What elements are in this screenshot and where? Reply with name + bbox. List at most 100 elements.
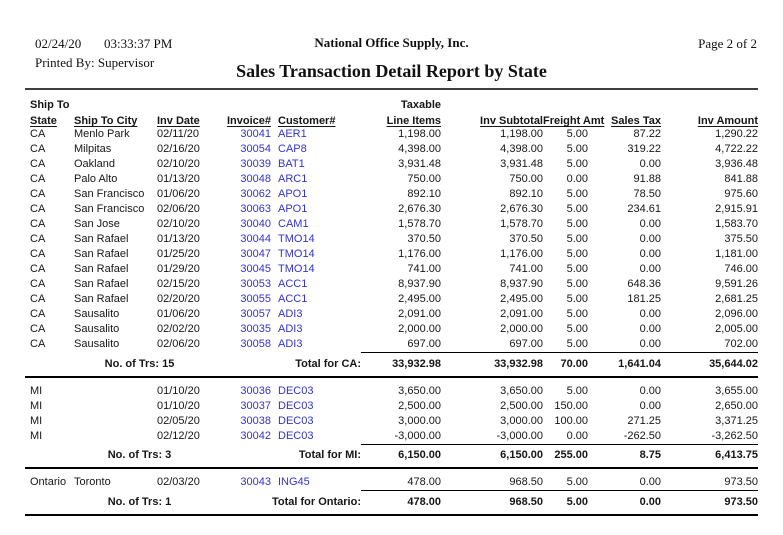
col-header-freight-amt: Freight Amt [543,115,605,127]
customer-link[interactable]: BAT1 [278,158,305,170]
invoice-link[interactable]: 30039 [240,158,271,170]
table-row: CA Sausalito 02/06/20 30058 ADI3 697.00 697.00… [25,337,758,353]
summary-spacer-cell [25,490,72,516]
customer-link[interactable]: ING45 [278,476,310,489]
section-total-row: No. of Trs: 1 Total for Ontario: 478.00 968… [25,490,758,516]
customer-cell: ACC1 [271,277,361,292]
invoice-link[interactable]: 30036 [240,384,271,397]
customer-link[interactable]: CAP8 [278,143,307,155]
state-cell: MI [30,399,43,412]
invoice-cell: 30043 [207,475,271,491]
invoice-link[interactable]: 30044 [240,233,271,245]
invoice-link[interactable]: 30041 [240,128,271,140]
state-cell: MI [30,429,43,442]
invoice-link[interactable]: 30058 [240,338,271,351]
line-items-cell: -3,000.00 [394,429,441,442]
report-title: Sales Transaction Detail Report by State [236,61,547,81]
taxable-group-label: Taxable [400,99,441,111]
inv-date-cell: 02/03/20 [157,476,200,489]
invoice-link[interactable]: 30042 [240,429,271,442]
invoice-link[interactable]: 30043 [240,476,271,489]
inv-amount-cell: 973.50 [724,476,758,488]
invoice-link[interactable]: 30047 [240,248,271,260]
total-sales-tax-cell: 0.00 [588,490,661,516]
inv-amount-cell: 1,181.00 [715,248,758,260]
inv-amount-cell: 3,371.25 [715,414,758,427]
invoice-link[interactable]: 30053 [240,278,271,290]
invoice-cell: 30041 [207,127,271,142]
col-header-sales-tax: Sales Tax [611,115,661,127]
num-of-trs-label: No. of Trs: 3 [72,444,207,469]
line-items-cell: 4,398.00 [398,143,441,155]
invoice-link[interactable]: 30038 [240,414,271,427]
ship-to-city-cell: San Francisco [74,203,145,215]
report-table: Ship To Taxable State Ship To City Inv D… [25,98,758,516]
ship-to-city-cell: San Rafael [74,233,129,245]
customer-link[interactable]: ARC1 [278,173,308,185]
invoice-link[interactable]: 30048 [240,173,271,185]
customer-link[interactable]: TMO14 [278,248,315,260]
table-row: CA Milpitas 02/16/20 30054 CAP8 4,398.00 4,398… [25,142,758,157]
freight-amt-cell: 5.00 [566,203,588,215]
inv-amount-cell: 702.00 [724,338,758,350]
customer-cell: APO1 [271,187,361,202]
invoice-cell: 30042 [207,429,271,445]
invoice-link[interactable]: 30035 [240,323,271,335]
ship-to-city-cell [72,399,150,414]
section-total-row: No. of Trs: 15 Total for CA: 33,932.98 33,9… [25,352,758,378]
ship-to-city-cell: Sausalito [74,323,120,335]
sales-tax-cell: 0.00 [639,218,661,230]
inv-date-cell: 01/10/20 [157,399,200,412]
state-cell: CA [30,128,46,140]
inv-subtotal-cell: 2,091.00 [500,308,543,320]
invoice-link[interactable]: 30054 [240,143,271,155]
customer-link[interactable]: ADI3 [278,323,303,335]
customer-link[interactable]: CAM1 [278,218,309,230]
invoice-link[interactable]: 30040 [240,218,271,230]
freight-amt-cell: 5.00 [566,263,588,275]
state-cell: CA [30,293,46,305]
sales-tax-cell: 0.00 [639,323,661,335]
invoice-cell: 30040 [207,217,271,232]
ship-to-city-cell: Oakland [74,158,115,170]
invoice-cell: 30036 [207,384,271,399]
customer-link[interactable]: ACC1 [278,278,308,290]
invoice-link[interactable]: 30055 [240,293,271,305]
customer-link[interactable]: DEC03 [278,384,314,397]
state-cell: CA [30,233,46,245]
line-items-cell: 3,931.48 [398,158,441,170]
invoice-link[interactable]: 30045 [240,263,271,275]
customer-link[interactable]: APO1 [278,203,308,215]
total-inv-subtotal-cell: 968.50 [441,490,543,516]
invoice-link[interactable]: 30037 [240,399,271,412]
customer-link[interactable]: ADI3 [278,308,303,320]
customer-link[interactable]: APO1 [278,188,308,200]
customer-link[interactable]: AER1 [278,128,307,140]
inv-subtotal-cell: 8,937.90 [500,278,543,290]
inv-date-cell: 02/11/20 [157,128,200,140]
state-cell: CA [30,323,46,335]
line-items-cell: 750.00 [407,173,441,185]
inv-subtotal-cell: 2,000.00 [500,323,543,335]
report-date: 02/24/20 [35,36,82,51]
invoice-link[interactable]: 30062 [240,188,271,200]
invoice-link[interactable]: 30057 [240,308,271,320]
inv-subtotal-cell: 3,650.00 [500,384,543,397]
line-items-cell: 2,091.00 [398,308,441,320]
customer-link[interactable]: ADI3 [278,338,303,351]
report-time: 03:33:37 PM [104,36,173,51]
customer-cell: DEC03 [271,414,361,429]
table-row: CA San Rafael 02/15/20 30053 ACC1 8,937.90 8,9… [25,277,758,292]
customer-link[interactable]: DEC03 [278,429,314,442]
customer-link[interactable]: DEC03 [278,399,314,412]
customer-link[interactable]: ACC1 [278,293,308,305]
customer-link[interactable]: TMO14 [278,263,315,275]
customer-cell: TMO14 [271,247,361,262]
customer-link[interactable]: DEC03 [278,414,314,427]
customer-link[interactable]: TMO14 [278,233,315,245]
ship-to-city-cell: Menlo Park [74,128,130,140]
inv-amount-cell: 9,591.26 [715,278,758,290]
invoice-link[interactable]: 30063 [240,203,271,215]
table-row: CA San Francisco 02/06/20 30063 APO1 2,676.30… [25,202,758,217]
line-items-cell: 3,650.00 [398,384,441,397]
